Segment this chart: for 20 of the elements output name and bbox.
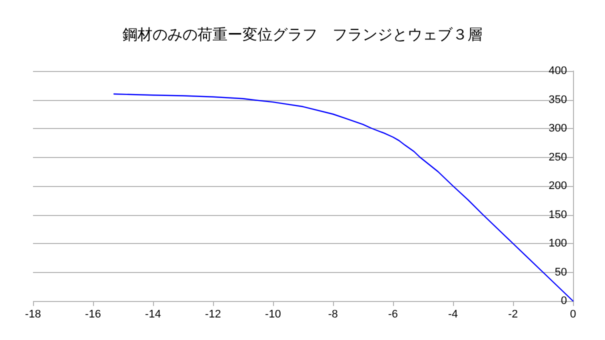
y-tick-label: 250 [548, 151, 567, 164]
x-tick-label: -2 [508, 308, 518, 320]
y-tick-label: 400 [548, 65, 567, 77]
x-tick-label: 0 [570, 308, 576, 320]
y-tick-label: 50 [554, 266, 567, 278]
y-tick-label: 100 [548, 238, 567, 250]
x-tick-label: -10 [265, 308, 281, 320]
y-tick-label: 350 [548, 94, 567, 106]
x-tick-label: -12 [205, 308, 221, 320]
y-tick-label: 150 [548, 208, 567, 221]
x-tick-label: -18 [25, 308, 41, 320]
y-tick-label: 0 [560, 295, 567, 307]
y-tick-label: 200 [548, 180, 567, 192]
x-tick-label: -8 [328, 308, 338, 320]
chart-title: 鋼材のみの荷重ー変位グラフ フランジとウェブ３層 [122, 26, 482, 44]
x-tick-label: -14 [145, 308, 161, 320]
x-tick-label: -4 [448, 308, 458, 320]
y-tick-label: 300 [548, 122, 567, 134]
x-tick-label: -6 [388, 308, 398, 320]
x-tick-label: -16 [85, 308, 101, 320]
